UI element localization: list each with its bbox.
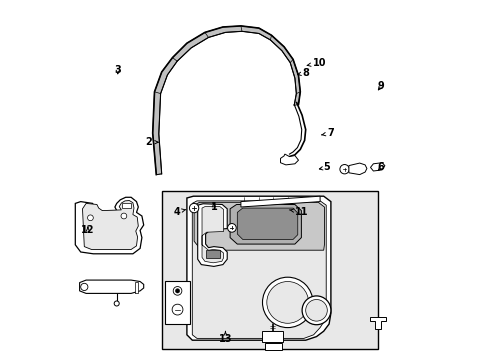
Circle shape <box>305 300 326 321</box>
Polygon shape <box>280 154 298 165</box>
Bar <box>122 203 131 208</box>
Text: 11: 11 <box>289 207 308 217</box>
Circle shape <box>121 213 126 219</box>
Text: 3: 3 <box>114 65 121 75</box>
Circle shape <box>87 215 93 221</box>
Polygon shape <box>192 201 325 338</box>
Circle shape <box>266 282 308 323</box>
Circle shape <box>227 224 236 232</box>
Circle shape <box>175 289 179 293</box>
Circle shape <box>189 203 199 213</box>
Text: 6: 6 <box>377 162 384 172</box>
Text: 1: 1 <box>210 202 217 212</box>
Bar <box>134 282 138 293</box>
Polygon shape <box>197 204 227 266</box>
Bar <box>261 331 283 342</box>
Circle shape <box>114 301 119 306</box>
Circle shape <box>173 287 182 295</box>
Bar <box>264 343 282 350</box>
Bar <box>162 191 377 349</box>
Circle shape <box>302 296 330 325</box>
Circle shape <box>262 277 312 328</box>
Bar <box>164 281 190 324</box>
Polygon shape <box>152 26 300 175</box>
Polygon shape <box>370 163 384 171</box>
Polygon shape <box>82 201 138 249</box>
Text: 10: 10 <box>306 58 325 68</box>
Polygon shape <box>230 204 301 244</box>
Circle shape <box>81 283 88 291</box>
Text: 12: 12 <box>81 225 95 235</box>
Polygon shape <box>348 163 366 175</box>
Polygon shape <box>194 202 324 250</box>
Text: 9: 9 <box>377 81 384 91</box>
Circle shape <box>172 304 183 315</box>
Text: 4: 4 <box>173 207 185 217</box>
Text: 2: 2 <box>144 137 158 147</box>
Circle shape <box>339 165 348 174</box>
Bar <box>205 250 219 258</box>
Text: 5: 5 <box>319 162 330 172</box>
Polygon shape <box>186 196 330 340</box>
Polygon shape <box>75 197 143 254</box>
Polygon shape <box>237 208 297 239</box>
Polygon shape <box>80 280 143 293</box>
Text: 7: 7 <box>321 128 333 138</box>
Polygon shape <box>202 207 223 263</box>
Text: 8: 8 <box>297 68 308 78</box>
Text: 13: 13 <box>218 331 232 344</box>
Polygon shape <box>241 196 320 207</box>
Polygon shape <box>369 317 385 329</box>
